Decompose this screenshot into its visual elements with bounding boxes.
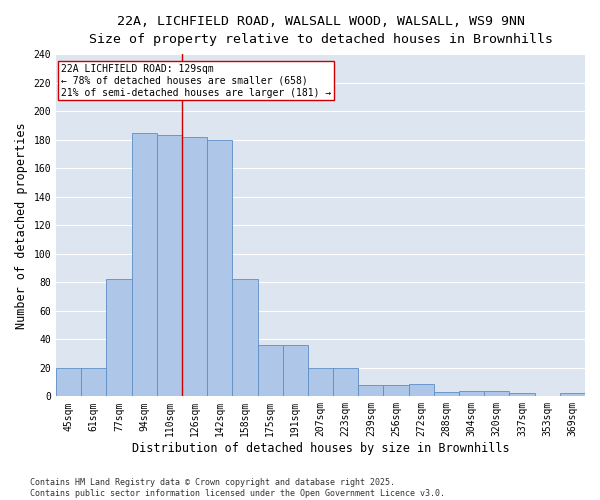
Bar bbox=[484, 390, 509, 396]
Text: 22A LICHFIELD ROAD: 129sqm
← 78% of detached houses are smaller (658)
21% of sem: 22A LICHFIELD ROAD: 129sqm ← 78% of deta… bbox=[61, 64, 332, 98]
Bar bbox=[232, 280, 257, 396]
Bar bbox=[106, 280, 131, 396]
Bar bbox=[182, 137, 207, 396]
Bar bbox=[383, 385, 409, 396]
Bar bbox=[560, 394, 585, 396]
Bar bbox=[157, 136, 182, 396]
Bar bbox=[333, 368, 358, 396]
Bar bbox=[308, 368, 333, 396]
Text: Contains HM Land Registry data © Crown copyright and database right 2025.
Contai: Contains HM Land Registry data © Crown c… bbox=[30, 478, 445, 498]
Bar bbox=[257, 345, 283, 397]
Bar bbox=[509, 394, 535, 396]
X-axis label: Distribution of detached houses by size in Brownhills: Distribution of detached houses by size … bbox=[132, 442, 509, 455]
Bar bbox=[56, 368, 81, 396]
Bar bbox=[283, 345, 308, 397]
Title: 22A, LICHFIELD ROAD, WALSALL WOOD, WALSALL, WS9 9NN
Size of property relative to: 22A, LICHFIELD ROAD, WALSALL WOOD, WALSA… bbox=[89, 15, 553, 46]
Bar bbox=[459, 390, 484, 396]
Bar bbox=[81, 368, 106, 396]
Bar bbox=[207, 140, 232, 396]
Bar bbox=[434, 392, 459, 396]
Bar bbox=[131, 132, 157, 396]
Bar bbox=[409, 384, 434, 396]
Y-axis label: Number of detached properties: Number of detached properties bbox=[15, 122, 28, 328]
Bar bbox=[358, 385, 383, 396]
